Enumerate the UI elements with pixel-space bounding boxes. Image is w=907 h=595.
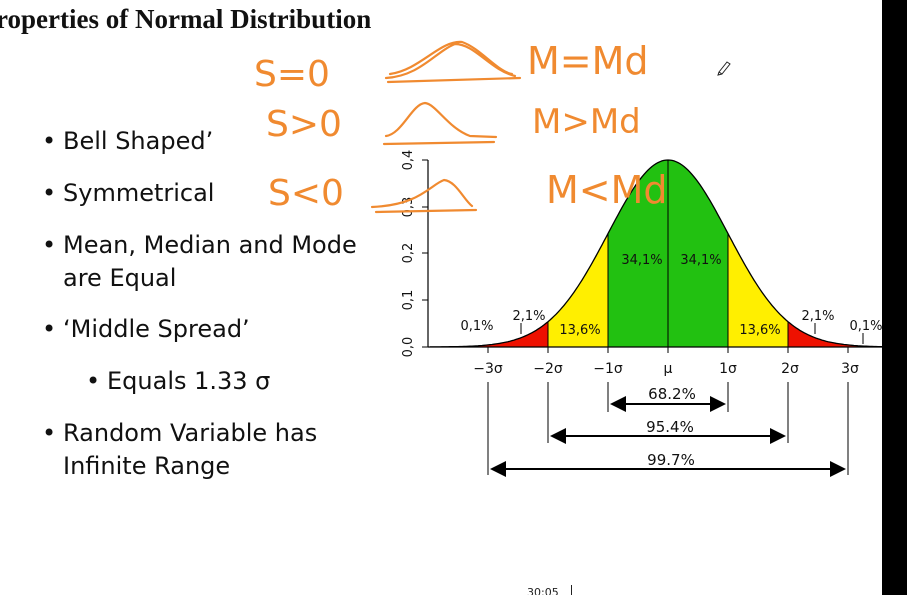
region-label-inner-right: 34,1% — [680, 253, 721, 268]
text-cursor — [571, 585, 572, 595]
range-label-2sigma: 95.4% — [646, 418, 694, 436]
sketch-left-skewed-curve — [370, 178, 478, 214]
region-label-outer-left: 2,1% — [512, 309, 545, 324]
y-tick-label: 0,0 — [401, 337, 416, 358]
bullet-text-line2: are Equal — [63, 264, 177, 292]
region-label-inner-left: 34,1% — [621, 253, 662, 268]
bullet-text: Symmetrical — [63, 179, 215, 207]
handwritten-relation-2: M<Md — [546, 168, 668, 212]
bullet-text: Bell Shaped’ — [63, 127, 214, 155]
video-timestamp: 30:05 — [527, 586, 559, 595]
slide-title: roperties of Normal Distribution — [0, 4, 372, 34]
handwritten-skew-0: S=0 — [254, 54, 330, 95]
range-label-3sigma: 99.7% — [647, 451, 695, 469]
region-label-mid-left: 13,6% — [559, 323, 600, 338]
handwritten-annotations — [370, 40, 522, 214]
y-tick-marks — [422, 159, 428, 348]
region-label-mid-right: 13,6% — [739, 323, 780, 338]
x-tick-marks — [487, 347, 849, 353]
bullet-text: Random Variable has — [63, 419, 318, 447]
region-outer-left — [430, 321, 548, 347]
x-tick-label: −3σ — [473, 361, 503, 377]
bullet-text: ‘Middle Spread’ — [63, 315, 250, 343]
bullet-text-line2: Infinite Range — [63, 452, 231, 480]
handwritten-skew-1: S>0 — [266, 104, 342, 145]
x-tick-label: μ — [664, 361, 673, 377]
x-tick-label: −2σ — [533, 361, 563, 377]
sketch-right-skewed-curve — [382, 101, 498, 146]
sketch-symmetric-curve — [384, 40, 522, 84]
bullet-text: Equals 1.33 σ — [107, 367, 271, 395]
x-tick-label: 3σ — [841, 361, 859, 377]
x-tick-label: −1σ — [593, 361, 623, 377]
handwritten-skew-2: S<0 — [268, 173, 344, 214]
y-tick-label: 0,2 — [401, 243, 416, 264]
handwritten-relation-0: M=Md — [527, 39, 649, 83]
normal-distribution-diagram: 0,0 0,1 0,2 0,3 0,4 −3σ −2σ −1σ μ 1σ 2σ … — [254, 39, 882, 477]
region-label-outer-right: 2,1% — [801, 309, 834, 324]
y-tick-label: 0,1 — [401, 290, 416, 311]
pen-cursor-icon — [717, 61, 731, 76]
divider-lines — [547, 160, 789, 347]
range-label-1sigma: 68.2% — [648, 385, 696, 403]
bullet-text: Mean, Median and Mode — [63, 231, 357, 259]
region-label-tail-right: 0,1% — [849, 319, 882, 334]
x-tick-label: 1σ — [719, 361, 737, 377]
y-tick-label: 0,4 — [401, 150, 416, 171]
slide: roperties of Normal Distribution • Bell S… — [0, 0, 882, 595]
region-outer-right — [788, 321, 882, 347]
region-label-tail-left: 0,1% — [460, 319, 493, 334]
handwritten-relation-1: M>Md — [532, 102, 641, 142]
x-tick-label: 2σ — [781, 361, 799, 377]
bell-curve — [430, 159, 882, 348]
